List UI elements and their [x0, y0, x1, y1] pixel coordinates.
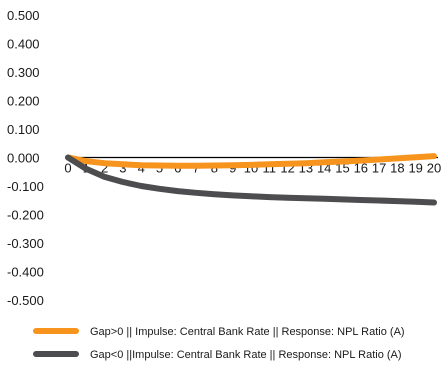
y-tick-label: 0.000 — [7, 151, 40, 166]
y-tick-label: -0.100 — [7, 179, 44, 194]
x-tick-label: 17 — [372, 161, 386, 176]
y-tick-label: 0.500 — [7, 8, 40, 23]
series-line-gap-positive — [65, 153, 437, 169]
x-tick-label: 3 — [119, 161, 126, 176]
legend-label-gap-positive: Gap>0 || Impulse: Central Bank Rate || R… — [90, 326, 405, 338]
x-tick-label: 2 — [101, 161, 108, 176]
x-tick-label: 20 — [427, 161, 441, 176]
x-tick-label: 0 — [64, 161, 71, 176]
y-tick-label: 0.200 — [7, 94, 40, 109]
y-tick-label: -0.500 — [7, 293, 44, 308]
legend-label-gap-negative: Gap<0 ||Impulse: Central Bank Rate || Re… — [90, 349, 402, 361]
y-tick-label: 0.300 — [7, 65, 40, 80]
y-tick-label: -0.400 — [7, 265, 44, 280]
y-tick-label: 0.100 — [7, 122, 40, 137]
legend: Gap>0 || Impulse: Central Bank Rate || R… — [33, 326, 405, 361]
x-tick-label: 16 — [354, 161, 368, 176]
x-tick-label: 18 — [390, 161, 404, 176]
y-axis-ticks: 0.500 0.400 0.300 0.200 0.100 0.000 -0.100 -0.2… — [7, 8, 44, 308]
x-tick-label: 19 — [408, 161, 422, 176]
y-tick-label: -0.200 — [7, 208, 44, 223]
series-lines — [65, 153, 437, 206]
y-tick-label: 0.400 — [7, 37, 40, 52]
y-tick-label: -0.300 — [7, 236, 44, 251]
series-line-gap-negative — [65, 154, 437, 206]
